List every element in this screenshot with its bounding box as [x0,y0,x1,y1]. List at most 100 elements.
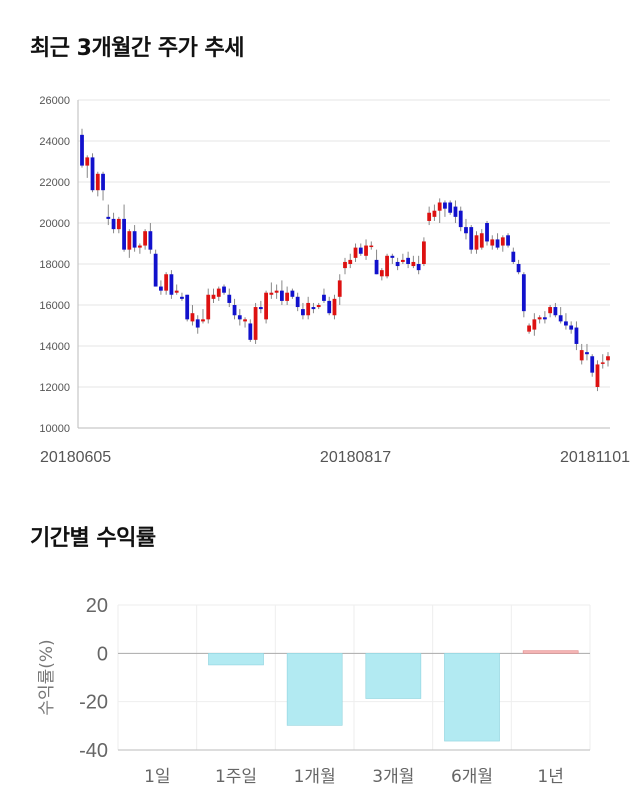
candle-down [232,305,237,316]
candle-up [348,259,353,264]
candle-down [111,218,116,230]
candle-down [311,307,316,310]
candle-down [390,255,395,258]
x-tick-label: 20181101 [560,449,630,466]
candle-down [448,202,453,213]
candle-down [153,253,158,287]
candle-up [490,239,495,246]
candle-down [558,315,563,322]
candle-down [222,286,226,293]
candle-up [211,294,216,299]
candle-down [416,264,421,271]
candle-down [553,307,558,316]
candle-down [322,294,326,301]
y-tick-label: 20000 [39,218,70,230]
candle-down [585,352,589,355]
candle-up [422,241,426,264]
y-tick-label: 24000 [39,136,70,148]
candle-down [569,325,574,330]
candle-down [295,296,300,308]
candle-down [185,294,190,320]
candle-down [464,227,468,234]
candle-up [206,294,211,320]
candle-up [306,302,311,316]
candle-up [595,364,600,387]
candle-down [301,309,305,316]
y-tick-label: 10000 [39,423,70,435]
x-tick-label: 1주일 [215,767,257,787]
candle-up [85,157,90,166]
candle-up [548,307,553,314]
candle-up [285,292,290,301]
candle-up [164,274,169,291]
candle-down [443,202,447,209]
candle-down [132,231,137,248]
candle-up [264,292,268,320]
x-tick-label: 1년 [537,767,563,787]
candle-down [485,223,489,242]
candle-up [437,202,442,211]
candle-down [248,323,253,340]
candle-up [243,319,247,322]
candle-up [190,313,195,322]
candle-up [479,233,484,248]
y-tick-label: 14000 [39,341,70,353]
y-tick-label: 26000 [39,95,70,107]
candle-up [432,210,437,217]
candle-up [369,245,374,248]
candle-down [564,321,568,326]
candle-down [80,134,84,166]
y-tick-label: 16000 [39,300,70,312]
candle-up [343,261,347,269]
candle-down [521,274,526,312]
return-bar [365,653,422,699]
return-bar [286,653,343,726]
candle-up [332,298,337,316]
candle-up [400,259,405,262]
candle-down [590,356,595,373]
candle-down [406,257,411,264]
candle-down [506,235,510,246]
candle-down [511,251,516,262]
x-tick-label: 6개월 [451,767,493,787]
return-bar [444,653,500,742]
candle-up [337,280,342,297]
candle-up [579,350,584,361]
candle-up [606,356,610,361]
candle-down [106,216,111,219]
candle-down [374,259,379,275]
candle-down [469,227,474,250]
candle-up [127,231,132,250]
returns-title: 기간별 수익률 [30,526,156,551]
candle-down [258,307,263,310]
candle-up [537,317,542,320]
candle-up [201,319,205,322]
candle-down [180,296,184,299]
candle-down [395,261,400,267]
candle-up [274,290,279,293]
y-tick-label: 18000 [39,259,70,271]
candle-up [532,319,537,330]
return-bar [208,653,264,666]
price-trend-title: 최근 3개월간 주가 추세 [30,36,244,61]
y-tick-label: 0 [97,643,108,665]
candle-up [137,245,142,248]
candle-down [237,315,242,320]
x-tick-label: 1개월 [294,767,336,787]
candle-up [316,305,321,308]
candle-down [195,319,200,328]
candle-up [379,270,384,277]
candle-down [458,210,463,228]
x-tick-label: 20180605 [40,449,111,466]
candle-down [122,218,126,250]
y-tick-label: -20 [79,692,108,714]
candle-down [90,157,95,191]
y-tick-label: -40 [79,740,108,762]
candle-down [227,294,232,303]
candle-down [159,286,163,291]
candle-up [95,173,100,191]
candle-up [411,261,416,267]
x-tick-label: 1일 [144,767,170,787]
candle-down [574,327,579,344]
